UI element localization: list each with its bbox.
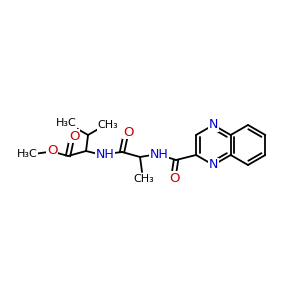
Text: O: O bbox=[123, 125, 133, 139]
Text: H₃C: H₃C bbox=[17, 149, 38, 159]
Text: H₃C: H₃C bbox=[56, 118, 76, 128]
Text: CH₃: CH₃ bbox=[134, 174, 154, 184]
Text: N: N bbox=[209, 118, 218, 131]
Text: NH: NH bbox=[96, 148, 114, 160]
Text: O: O bbox=[169, 172, 179, 184]
Text: O: O bbox=[69, 130, 79, 142]
Text: CH₃: CH₃ bbox=[98, 120, 118, 130]
Text: NH: NH bbox=[150, 148, 168, 160]
Text: O: O bbox=[47, 145, 57, 158]
Text: N: N bbox=[209, 158, 218, 172]
